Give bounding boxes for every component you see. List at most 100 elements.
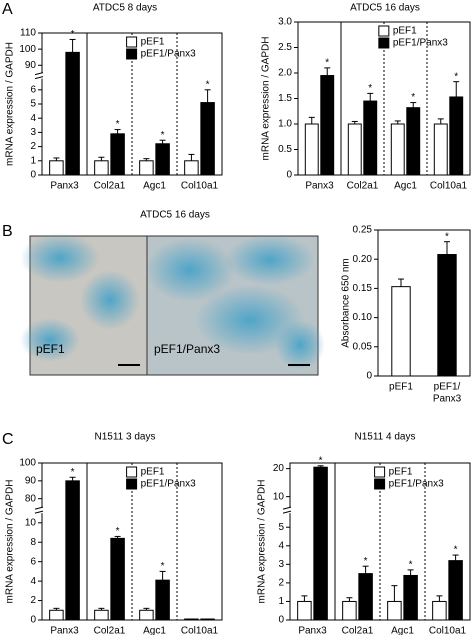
bar bbox=[342, 600, 357, 621]
axis-break-mark bbox=[282, 510, 292, 514]
y-tick-label: 10 bbox=[25, 517, 37, 528]
bar bbox=[347, 123, 362, 176]
y-tick-label: 6 bbox=[30, 84, 36, 95]
bar bbox=[432, 600, 447, 621]
axis-break-mark bbox=[34, 506, 44, 510]
y-tick-label: 3.0 bbox=[278, 17, 292, 28]
y-tick-label: 0 bbox=[278, 615, 284, 626]
bar bbox=[448, 560, 463, 621]
axis-break-mark bbox=[282, 506, 292, 510]
significance-marker: * bbox=[445, 231, 449, 242]
significance-marker: * bbox=[454, 71, 458, 82]
significance-marker: * bbox=[71, 29, 75, 40]
legend-swatch bbox=[126, 466, 138, 478]
x-tick-label: Agc1 bbox=[143, 626, 166, 635]
x-tick-label: Agc1 bbox=[143, 181, 166, 192]
legend-label: pEF1 bbox=[393, 26, 417, 37]
y-tick-label: 0 bbox=[366, 371, 372, 382]
y-tick-label: 3 bbox=[30, 127, 36, 138]
y-tick-label: 2 bbox=[278, 578, 284, 589]
significance-marker: * bbox=[368, 83, 372, 94]
bar bbox=[184, 160, 199, 176]
legend-swatch bbox=[374, 466, 386, 478]
panel-label: B bbox=[2, 223, 13, 240]
legend-swatch bbox=[126, 48, 138, 60]
y-tick-label: 80 bbox=[25, 493, 37, 504]
significance-marker: * bbox=[161, 130, 165, 141]
y-tick-label: 0.10 bbox=[353, 312, 373, 323]
y-tick-label: 2.0 bbox=[278, 68, 292, 79]
y-tick-label: 8 bbox=[30, 537, 36, 548]
bar bbox=[94, 160, 109, 176]
stain bbox=[80, 270, 140, 330]
x-tick-label: Col2a1 bbox=[94, 181, 126, 192]
y-tick-label: 20 bbox=[273, 463, 285, 474]
bar bbox=[200, 102, 215, 176]
x-tick-label: Col10a1 bbox=[181, 181, 219, 192]
plot-frame bbox=[377, 229, 471, 377]
axis-break bbox=[284, 507, 292, 514]
bar bbox=[363, 100, 378, 176]
bar bbox=[155, 579, 170, 621]
bar bbox=[65, 51, 80, 176]
legend-label: pEF1 bbox=[141, 37, 165, 48]
significance-marker: * bbox=[364, 556, 368, 567]
y-tick-label: 2 bbox=[30, 141, 36, 152]
y-tick-label: 2.5 bbox=[278, 42, 292, 53]
bar bbox=[304, 123, 319, 176]
y-tick-label: 4 bbox=[30, 576, 36, 587]
bar bbox=[49, 609, 64, 621]
x-tick-label: Panx3 bbox=[50, 626, 79, 635]
y-tick-label: 0.25 bbox=[353, 225, 373, 236]
bar bbox=[387, 600, 402, 621]
legend-swatch bbox=[378, 37, 390, 49]
bar bbox=[94, 609, 109, 621]
y-axis-label: mRNA expression / GAPDH bbox=[257, 480, 268, 604]
bar bbox=[437, 254, 457, 377]
significance-marker: * bbox=[116, 119, 120, 130]
y-tick-label: 1.0 bbox=[278, 119, 292, 130]
photo-title: ATDC5 16 days bbox=[140, 210, 210, 221]
bar bbox=[297, 600, 312, 621]
chart-title: N1511 4 days bbox=[355, 432, 416, 443]
significance-marker: * bbox=[325, 58, 329, 69]
y-tick-label: 1 bbox=[278, 596, 284, 607]
significance-marker: * bbox=[206, 79, 210, 90]
x-tick-label: Col2a1 bbox=[94, 626, 126, 635]
y-axis-label: mRNA expression / GAPDH bbox=[5, 480, 16, 604]
significance-marker: * bbox=[411, 92, 415, 103]
significance-marker: * bbox=[116, 526, 120, 537]
y-tick-label: 3 bbox=[278, 559, 284, 570]
y-tick-label: 90 bbox=[25, 475, 37, 486]
bar bbox=[449, 96, 464, 176]
x-tick-label: pEF1 bbox=[389, 382, 413, 393]
bar bbox=[390, 123, 405, 176]
y-axis-label: mRNA expression / GAPDH bbox=[5, 42, 16, 166]
y-tick-label: 90 bbox=[25, 60, 37, 71]
chart-title: ATDC5 8 days bbox=[93, 3, 157, 14]
bar bbox=[406, 107, 421, 176]
legend-label: pEF1 bbox=[141, 467, 165, 478]
bar bbox=[320, 75, 335, 176]
legend-swatch bbox=[378, 25, 390, 37]
y-tick-label: 4 bbox=[30, 113, 36, 124]
y-tick-label: 0.05 bbox=[353, 341, 373, 352]
bar bbox=[433, 123, 448, 176]
photos: pEF1 pEF1/Panx3 bbox=[20, 233, 325, 376]
bar bbox=[358, 573, 373, 621]
legend-swatch bbox=[126, 478, 138, 490]
x-tick-label: Panx3 bbox=[433, 394, 462, 405]
x-tick-label: Col2a1 bbox=[342, 626, 374, 635]
x-tick-label: Col10a1 bbox=[429, 626, 467, 635]
legend-label: pEF1/Panx3 bbox=[389, 479, 444, 490]
significance-marker: * bbox=[454, 545, 458, 556]
x-tick-label: Col10a1 bbox=[181, 626, 219, 635]
y-tick-label: 100 bbox=[19, 44, 36, 55]
stain bbox=[145, 238, 235, 302]
chart-title: N1511 3 days bbox=[95, 432, 156, 443]
y-tick-label: 0 bbox=[30, 615, 36, 626]
axis-break bbox=[36, 507, 44, 514]
bar bbox=[110, 133, 125, 176]
y-tick-label: 6 bbox=[30, 556, 36, 567]
y-tick-label: 0.15 bbox=[353, 283, 373, 294]
